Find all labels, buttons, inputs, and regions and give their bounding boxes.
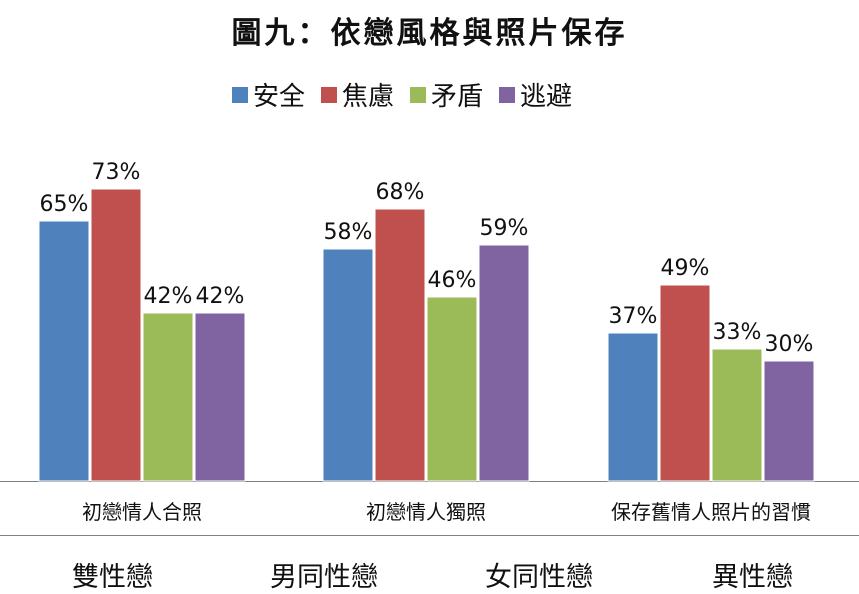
bar	[90, 188, 142, 482]
bar	[478, 244, 530, 482]
data-label: 73%	[92, 160, 141, 185]
legend-label: 安全	[253, 82, 306, 112]
legend-label: 焦慮	[342, 82, 395, 112]
legend: 安全 焦慮 矛盾 逃避	[232, 76, 588, 113]
bottom-label-bisexual: 雙性戀	[72, 562, 153, 593]
legend-swatch	[410, 86, 427, 103]
bar	[426, 296, 478, 482]
bar	[374, 208, 426, 482]
bar	[38, 220, 90, 482]
legend-swatch	[321, 86, 338, 103]
bar	[763, 360, 815, 482]
bar	[194, 312, 246, 482]
bar	[711, 348, 763, 482]
bottom-label-lesbian: 女同性戀	[485, 562, 593, 593]
data-label: 30%	[765, 332, 814, 357]
bottom-label-heterosexual: 異性戀	[712, 562, 793, 593]
data-label: 42%	[144, 284, 193, 309]
legend-item-secure: 安全	[232, 76, 305, 113]
category-label: 初戀情人合照	[82, 500, 202, 524]
legend-item-anxious: 焦慮	[321, 76, 394, 113]
legend-label: 逃避	[520, 82, 573, 112]
bar	[142, 312, 194, 482]
data-label: 58%	[324, 220, 373, 245]
legend-swatch	[232, 86, 248, 103]
legend-label: 矛盾	[431, 82, 484, 112]
category-label: 保存舊情人照片的習慣	[611, 500, 811, 524]
data-label: 49%	[661, 256, 710, 281]
data-label: 59%	[480, 216, 529, 241]
data-label: 42%	[196, 284, 245, 309]
legend-item-ambivalent: 矛盾	[410, 76, 483, 113]
legend-swatch	[499, 86, 516, 103]
chart-title: 圖九：依戀風格與照片保存	[231, 16, 628, 51]
data-label: 46%	[428, 268, 477, 293]
data-label: 37%	[609, 304, 658, 329]
data-label: 68%	[376, 180, 425, 205]
bar	[322, 248, 374, 482]
bar	[607, 332, 659, 482]
data-label: 33%	[713, 320, 762, 345]
bar	[659, 284, 711, 482]
bottom-label-gay-male: 男同性戀	[270, 562, 378, 593]
data-label: 65%	[40, 192, 89, 217]
category-label: 初戀情人獨照	[366, 500, 486, 524]
legend-item-avoidant: 逃避	[499, 76, 572, 113]
